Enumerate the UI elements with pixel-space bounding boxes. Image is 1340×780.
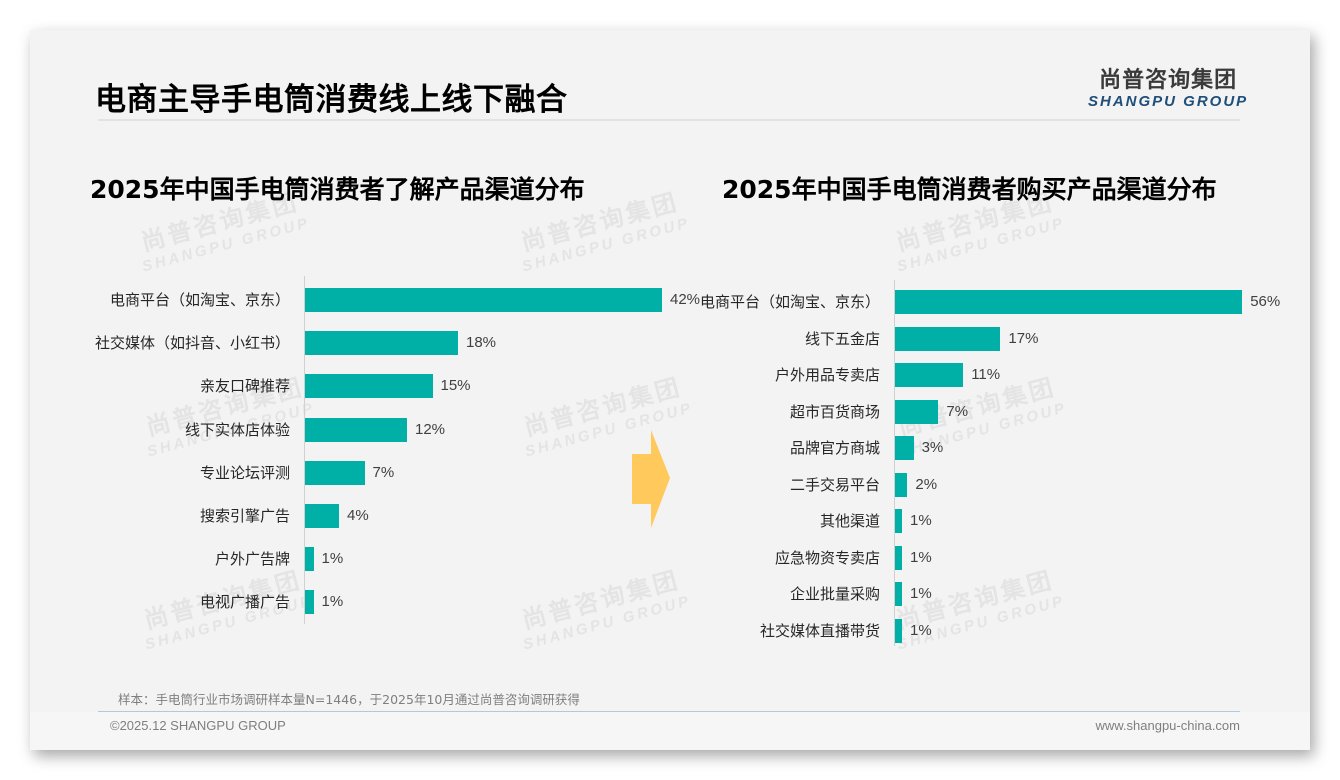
bar: [895, 509, 902, 533]
bar: [305, 504, 339, 528]
page-title: 电商主导手电筒消费线上线下融合: [95, 82, 568, 118]
bar: [305, 590, 314, 615]
bar: [895, 363, 964, 387]
bar-value: 11%: [971, 366, 1001, 383]
footer-band: [30, 712, 1310, 750]
bar-label: 社交媒体（如抖音、小红书）: [94, 334, 290, 353]
bar-value: 1%: [910, 548, 932, 566]
bar-label: 应急物资专卖店: [774, 548, 880, 567]
bar-label: 超市百货商场: [789, 402, 880, 421]
bar: [305, 547, 314, 572]
bar: [895, 582, 902, 606]
bar: [895, 290, 1243, 314]
arrow-right-icon: [632, 430, 670, 528]
logo-cn: 尚普咨询集团: [1099, 68, 1238, 93]
bar-label: 户外用品专卖店: [774, 366, 880, 384]
company-logo: 尚普咨询集团 SHANGPU GROUP: [1088, 62, 1248, 110]
copyright: ©2025.12 SHANGPU GROUP: [110, 718, 286, 733]
bar-label: 搜索引擎广告: [199, 507, 290, 525]
bar-value: 3%: [921, 439, 944, 456]
title-divider: [98, 119, 1240, 121]
bar-value: 7%: [946, 402, 969, 420]
bar-label: 电商平台（如淘宝、京东）: [699, 293, 880, 311]
left-chart-title: 2025年中国手电筒消费者了解产品渠道分布: [90, 175, 585, 204]
bar: [305, 288, 662, 312]
bar-label: 电商平台（如淘宝、京东）: [109, 291, 290, 309]
bar-value: 1%: [910, 512, 932, 529]
bar: [305, 331, 458, 356]
bar-label: 专业论坛评测: [199, 463, 290, 482]
bar-value: 1%: [910, 621, 932, 639]
bar-value: 12%: [415, 420, 446, 438]
bar: [305, 460, 365, 485]
bar: [895, 545, 902, 570]
bar-label: 线下五金店: [804, 329, 880, 348]
bar-value: 18%: [466, 334, 497, 352]
bar-label: 企业批量采购: [789, 585, 880, 603]
bar-label: 二手交易平台: [789, 475, 880, 494]
right-chart-title: 2025年中国手电筒消费者购买产品渠道分布: [722, 175, 1217, 204]
bar-value: 7%: [372, 463, 395, 481]
bar: [895, 326, 1001, 351]
bar: [895, 472, 908, 497]
bar-label: 亲友口碑推荐: [199, 377, 290, 396]
bar-label: 户外广告牌: [214, 550, 290, 569]
bar-label: 线下实体店体验: [184, 420, 290, 439]
website-link[interactable]: www.shangpu-china.com: [1095, 718, 1240, 733]
right-chart-axis: [894, 280, 895, 646]
slide: 电商主导手电筒消费线上线下融合 尚普咨询集团 SHANGPU GROUP 尚普咨…: [30, 30, 1310, 750]
bar: [305, 374, 433, 399]
left-chart-axis: [304, 276, 305, 624]
bar-value: 1%: [321, 550, 344, 568]
logo-en: SHANGPU GROUP: [1088, 93, 1249, 110]
bar-value: 56%: [1250, 293, 1281, 310]
bar-value: 4%: [347, 507, 369, 524]
bar-label: 品牌官方商城: [789, 439, 880, 457]
sample-note: 样本：手电筒行业市场调研样本量N=1446，于2025年10月通过尚普咨询调研获…: [118, 692, 580, 707]
bar-label: 其他渠道: [819, 512, 880, 530]
bar: [895, 618, 902, 643]
footer-divider: [98, 711, 1240, 712]
bar-value: 1%: [321, 593, 344, 611]
watermark: 尚普咨询集团 SHANGPU GROUP: [519, 565, 693, 654]
bar: [305, 417, 407, 442]
bar: [895, 436, 914, 460]
bar: [895, 399, 939, 424]
bar-label: 社交媒体直播带货: [759, 621, 880, 640]
bar-value: 15%: [440, 377, 471, 395]
bar-value: 2%: [915, 475, 938, 493]
bar-value: 42%: [670, 291, 701, 308]
bar-label: 电视广播广告: [199, 593, 290, 612]
bar-value: 17%: [1008, 329, 1039, 347]
bar-value: 1%: [910, 585, 932, 602]
